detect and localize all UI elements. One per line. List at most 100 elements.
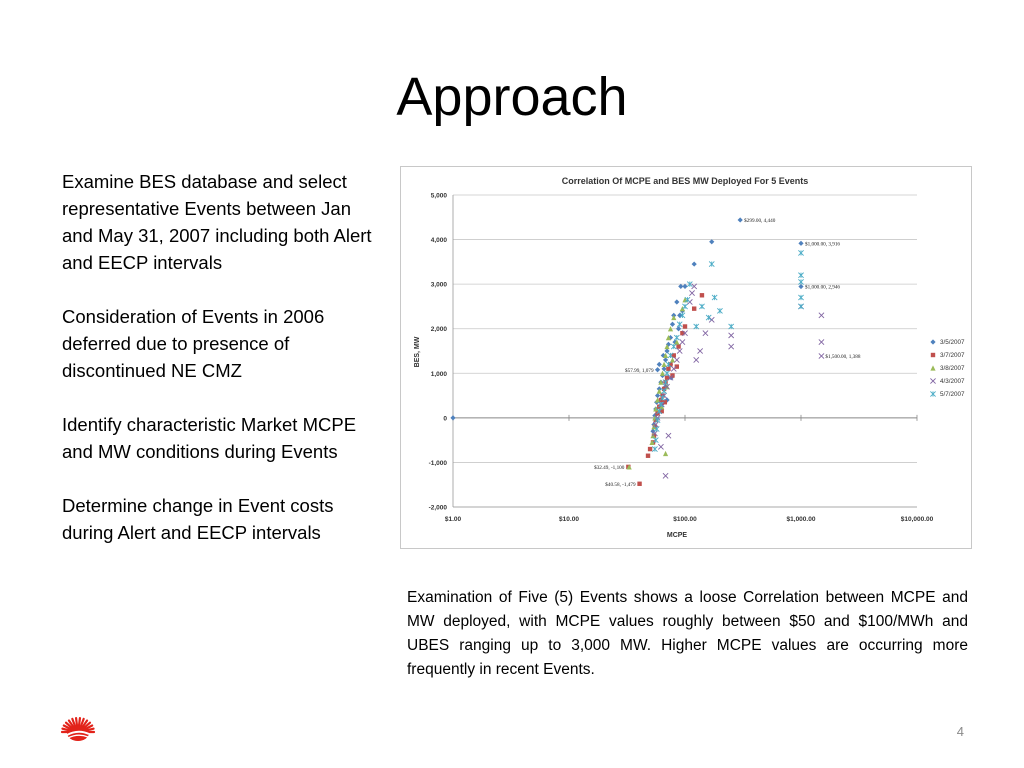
legend-marker	[930, 391, 936, 397]
data-point	[728, 332, 735, 339]
data-point	[671, 314, 677, 321]
logo-ray	[77, 717, 82, 727]
data-point	[653, 426, 660, 432]
legend-label: 5/7/2007	[940, 391, 965, 398]
scatter-chart: Correlation Of MCPE and BES MW Deployed …	[414, 176, 965, 539]
data-point	[647, 446, 653, 452]
data-point	[660, 352, 666, 359]
data-point	[691, 261, 697, 267]
data-point	[679, 339, 686, 346]
legend-label: 3/8/2007	[940, 365, 965, 372]
logo-ray	[71, 717, 76, 727]
slide-title: Approach	[396, 67, 628, 127]
data-point	[649, 439, 655, 445]
logo-core	[67, 725, 89, 741]
data-point	[665, 335, 672, 341]
data-point	[818, 339, 825, 346]
data-point	[717, 307, 723, 314]
logo-ray	[64, 721, 73, 729]
data-point	[670, 365, 677, 372]
data-point	[676, 348, 683, 354]
axes: -2,000 -1,000 0 1,000 2,000 3,000 4,000 5,000 $1…	[429, 193, 934, 524]
data-point	[664, 348, 670, 354]
data-point	[664, 383, 670, 390]
data-point	[728, 323, 735, 330]
data-point	[668, 375, 674, 381]
bullet-item: Identify characteristic Market MCPE and …	[62, 414, 357, 462]
logo-ray	[67, 719, 74, 728]
data-point	[674, 364, 680, 369]
data-point	[645, 453, 651, 458]
data-point	[691, 283, 698, 290]
data-point	[668, 362, 673, 367]
legend-label: 3/5/2007	[940, 339, 965, 346]
data-point	[798, 250, 804, 256]
data-point	[798, 278, 804, 285]
x-tick-label: $10,000.00	[901, 516, 934, 523]
data-point	[798, 303, 804, 310]
data-point	[659, 404, 665, 410]
data-point	[693, 356, 700, 363]
data-label: $299.00, 4,440	[744, 217, 776, 224]
logo-ray	[82, 719, 89, 728]
data-point	[658, 379, 664, 385]
data-point	[818, 312, 825, 319]
bullet-item: Examine BES database and select represen…	[62, 171, 372, 273]
data-point	[677, 312, 683, 318]
data-point	[654, 417, 661, 424]
data-point	[699, 303, 705, 310]
logo-swoosh	[66, 730, 90, 736]
data-point	[686, 281, 693, 288]
x-tick-label: $1,000.00	[787, 516, 816, 523]
bullet-list: Examine BES database and select represen…	[62, 168, 380, 573]
data-point	[728, 343, 735, 350]
data-point	[656, 408, 663, 415]
data-point	[651, 446, 658, 452]
data-point	[798, 272, 804, 279]
data-point	[667, 352, 674, 359]
data-point	[657, 401, 664, 408]
x-tick-label: $100.00	[673, 516, 697, 523]
data-point	[664, 343, 670, 350]
data-point	[669, 357, 676, 363]
data-point	[652, 437, 659, 444]
data-point	[676, 321, 683, 328]
y-tick-label: 0	[443, 415, 447, 422]
data-point	[450, 415, 456, 421]
data-point	[637, 481, 642, 486]
y-axis-label: BES, MW	[414, 336, 421, 367]
y-tick-label: -2,000	[429, 505, 448, 512]
y-tick-label: 1,000	[431, 371, 448, 378]
x-tick-label: $1.00	[445, 516, 462, 523]
data-point	[798, 283, 804, 290]
legend-marker	[930, 339, 936, 345]
data-point	[657, 443, 664, 450]
grid-lines	[453, 194, 917, 508]
x-axis-label: MCPE	[667, 532, 688, 539]
legend-marker	[930, 365, 936, 371]
data-point	[672, 339, 678, 345]
data-label: $57.99, 1,079	[625, 367, 654, 374]
legend-label: 3/7/2007	[940, 352, 965, 359]
data-point	[656, 388, 662, 394]
data-point	[661, 366, 667, 372]
data-point	[659, 408, 664, 414]
data-point	[675, 326, 682, 332]
data-point	[662, 472, 669, 479]
data-point	[667, 374, 674, 381]
data-point	[680, 330, 685, 336]
data-point	[669, 321, 676, 327]
chart-caption: Examination of Five (5) Events shows a l…	[407, 589, 968, 678]
data-point	[666, 366, 671, 372]
x-tick-label: $10.00	[559, 516, 579, 523]
data-point	[702, 330, 709, 337]
data-point	[678, 283, 684, 289]
data-point	[673, 334, 680, 341]
data-point	[661, 361, 667, 367]
data-point	[689, 290, 695, 296]
chart-legend: 3/5/2007 3/7/2007 3/8/2007 4/3/2007 5/7/2007	[930, 339, 965, 398]
data-point	[664, 375, 670, 380]
data-point	[674, 299, 680, 305]
data-point	[659, 370, 666, 376]
data-label: $1,000.00, 3,916	[805, 240, 840, 247]
